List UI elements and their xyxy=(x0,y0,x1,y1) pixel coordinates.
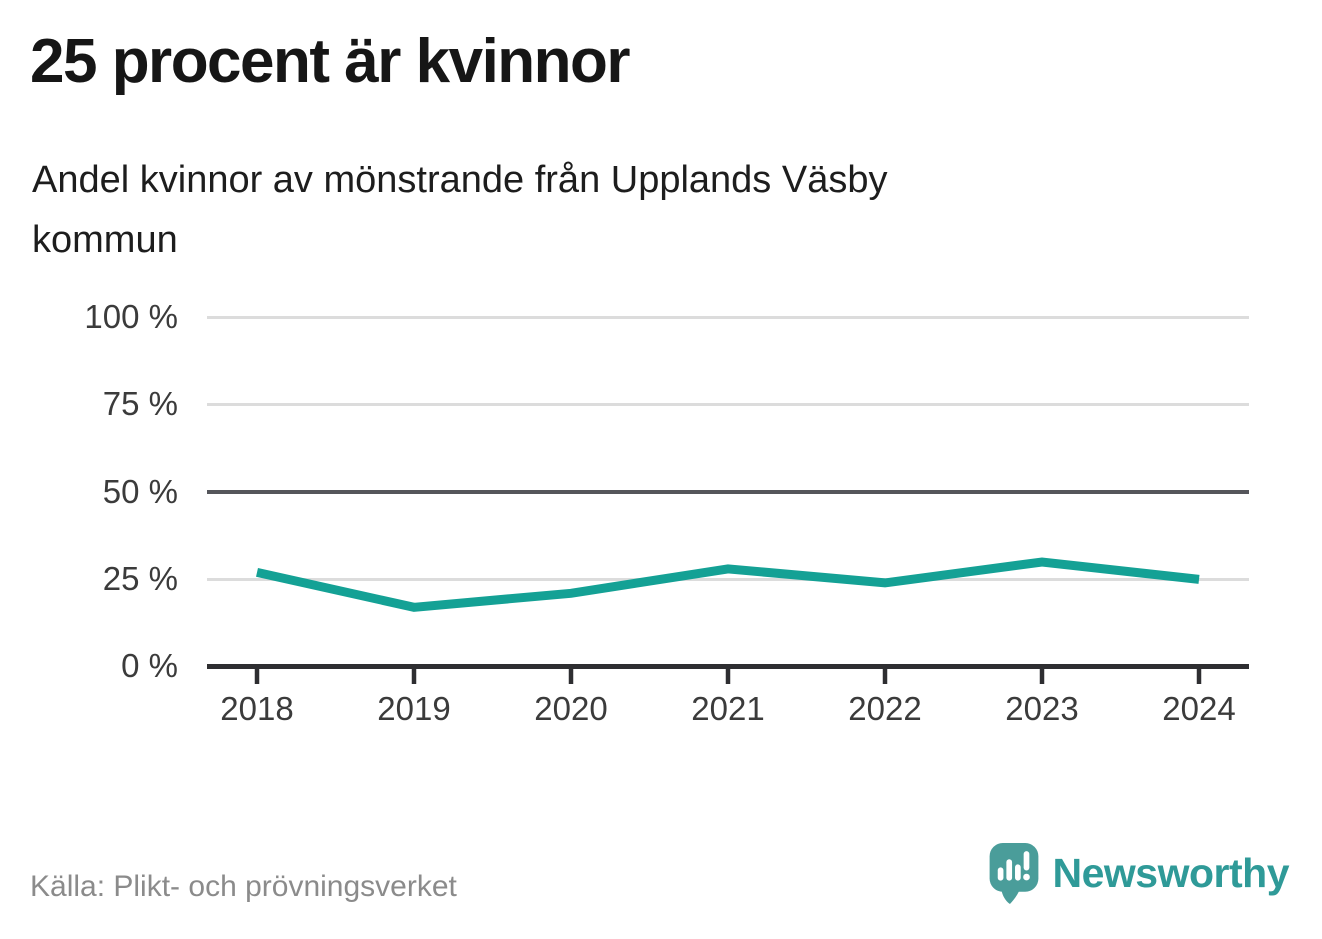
y-tick-label-50: 50 % xyxy=(102,473,178,510)
x-tick-label-2020: 2020 xyxy=(534,690,608,727)
source-note: Källa: Plikt- och prövningsverket xyxy=(30,870,457,903)
chart-subtitle: Andel kvinnor av mönstrande från Uppland… xyxy=(32,150,887,270)
chart-subtitle-line1: Andel kvinnor av mönstrande från Uppland… xyxy=(32,159,888,201)
x-tick-label-2018: 2018 xyxy=(220,690,294,727)
newsworthy-logo: Newsworthy xyxy=(988,842,1290,905)
x-tick-label-2019: 2019 xyxy=(377,690,451,727)
x-tick-label-2021: 2021 xyxy=(691,690,765,727)
data-line xyxy=(256,557,1200,612)
chart-subtitle-line2: kommun xyxy=(32,219,178,261)
newsworthy-logo-icon xyxy=(989,843,1038,904)
newsworthy-logo-text: Newsworthy xyxy=(1052,850,1290,896)
x-tick-label-2022: 2022 xyxy=(848,690,922,727)
y-tick-label-75: 75 % xyxy=(102,385,178,422)
x-tick-label-2023: 2023 xyxy=(1005,690,1079,727)
y-tick-label-100: 100 % xyxy=(84,298,178,335)
x-tick-label-2024: 2024 xyxy=(1162,690,1236,727)
y-tick-label-25: 25 % xyxy=(102,560,178,597)
chart-title: 25 procent är kvinnor xyxy=(30,27,631,96)
y-tick-label-0: 0 % xyxy=(121,647,178,684)
